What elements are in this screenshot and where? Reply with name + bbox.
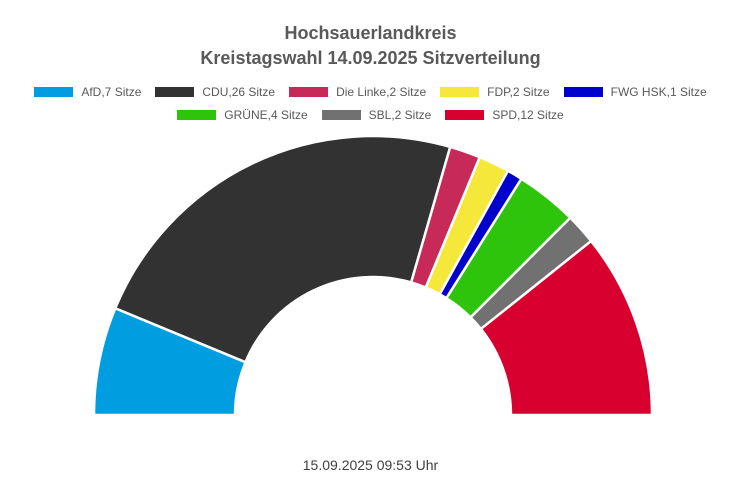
legend-swatch-afd	[34, 87, 74, 97]
legend-swatch-spd	[445, 110, 485, 120]
legend-swatch-sbl	[321, 110, 361, 120]
legend-item-gr-ne[interactable]: GRÜNE,4 Sitze	[177, 108, 308, 122]
chart-legend: AfD,7 Sitze CDU,26 Sitze Die Linke,2 Sitze…	[0, 85, 741, 122]
legend-swatch-cdu	[155, 87, 195, 97]
legend-label-cdu: CDU,26 Sitze	[202, 85, 276, 99]
legend-swatch-fdp	[440, 87, 480, 97]
legend-swatch-gr-ne	[177, 110, 217, 120]
legend-label-gr-ne: GRÜNE,4 Sitze	[224, 108, 308, 122]
legend-item-die-linke[interactable]: Die Linke,2 Sitze	[289, 85, 426, 99]
legend-swatch-fwg-hsk	[563, 87, 603, 97]
timestamp-label: 15.09.2025 09:53 Uhr	[302, 457, 439, 473]
legend-row: GRÜNE,4 Sitze SBL,2 Sitze SPD,12 Sitze	[177, 108, 564, 122]
legend-item-sbl[interactable]: SBL,2 Sitze	[321, 108, 432, 122]
chart-title: Hochsauerlandkreis Kreistagswahl 14.09.2…	[0, 0, 741, 71]
legend-item-fwg-hsk[interactable]: FWG HSK,1 Sitze	[563, 85, 707, 99]
legend-label-sbl: SBL,2 Sitze	[368, 108, 432, 122]
legend-label-fwg-hsk: FWG HSK,1 Sitze	[610, 85, 707, 99]
chart-title-line1: Hochsauerlandkreis	[284, 23, 457, 43]
chart-title-line2: Kreistagswahl 14.09.2025 Sitzverteilung	[200, 48, 541, 68]
legend-item-spd[interactable]: SPD,12 Sitze	[445, 108, 564, 122]
donut-segment-spd[interactable]	[479, 239, 654, 417]
legend-row: AfD,7 Sitze CDU,26 Sitze Die Linke,2 Sitze…	[34, 85, 707, 99]
donut-segment-cdu[interactable]	[113, 134, 452, 364]
legend-item-cdu[interactable]: CDU,26 Sitze	[155, 85, 275, 99]
legend-swatch-die-linke	[289, 87, 329, 97]
legend-item-fdp[interactable]: FDP,2 Sitze	[440, 85, 550, 99]
legend-item-afd[interactable]: AfD,7 Sitze	[34, 85, 141, 99]
legend-label-fdp: FDP,2 Sitze	[487, 85, 550, 99]
legend-label-die-linke: Die Linke,2 Sitze	[336, 85, 427, 99]
legend-label-spd: SPD,12 Sitze	[492, 108, 564, 122]
legend-label-afd: AfD,7 Sitze	[81, 85, 142, 99]
